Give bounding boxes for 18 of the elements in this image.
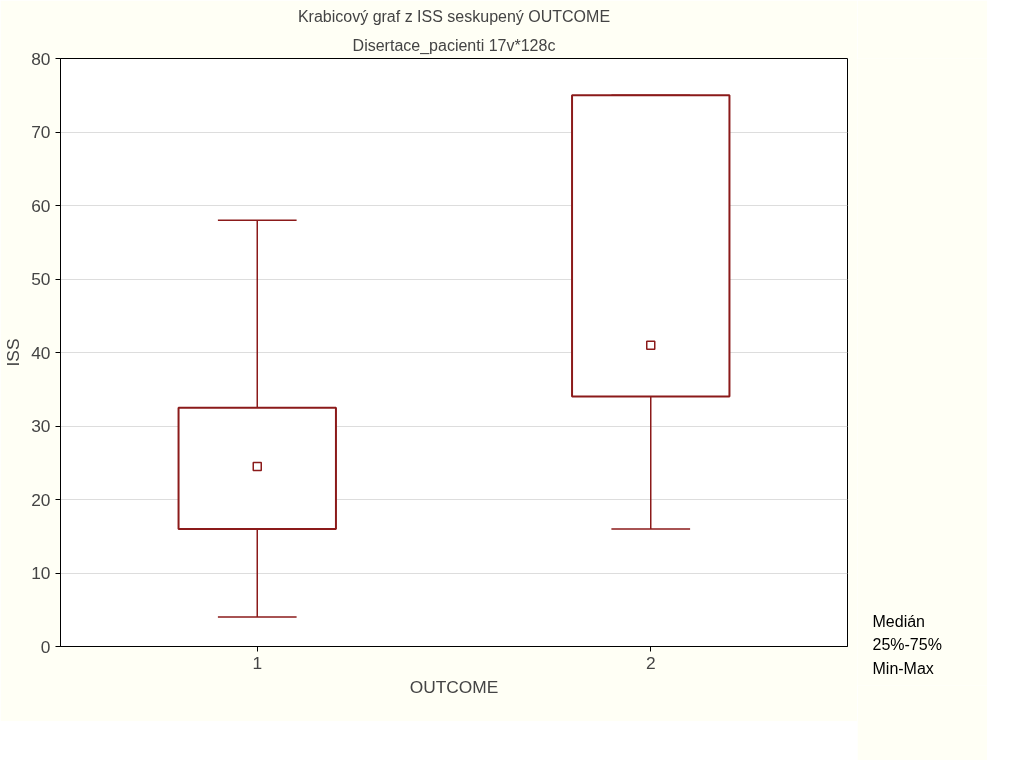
text: Medián [872,612,925,630]
y-tick-label: 0 [40,636,51,657]
y-tick-label: 20 [31,489,51,510]
text: Min-Max [872,659,934,677]
x-axis-title: OUTCOME [409,676,499,697]
y-tick-label: 60 [31,195,51,216]
chart-subtitle: Disertace_pacienti 17v*128c [352,36,556,55]
chart-title: Krabicový graf z ISS seskupený OUTCOME [297,7,611,25]
y-tick-label: 80 [31,48,51,69]
y-axis-title: ISS [3,338,24,367]
y-tick-label: 50 [31,269,51,289]
y-tick-label: 70 [31,122,51,142]
y-tick-label: 30 [31,416,51,436]
text: 25%-75% [872,636,942,654]
x-tick-label: 2 [645,652,656,673]
y-tick-label: 40 [31,342,51,363]
x-tick-label: 1 [252,652,263,673]
y-tick-label: 10 [31,563,51,583]
